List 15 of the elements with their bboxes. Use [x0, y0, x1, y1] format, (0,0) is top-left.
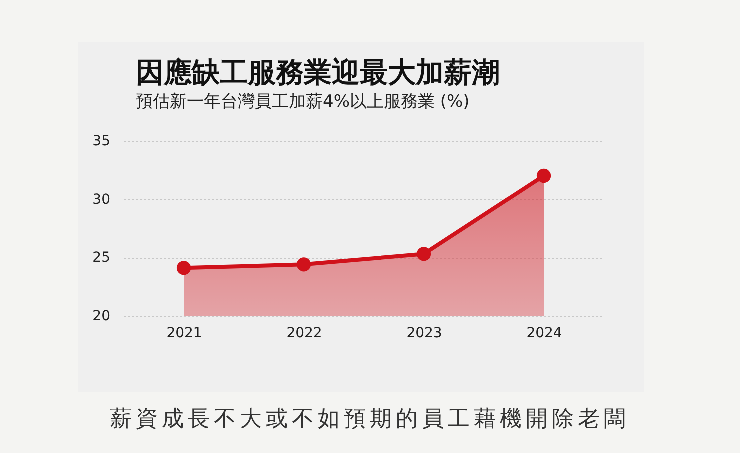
x-tick-label: 2021	[166, 326, 202, 342]
point	[536, 168, 552, 184]
x-tick-label: 2024	[526, 326, 562, 342]
x-tick-label: 2022	[286, 326, 322, 342]
y-tick-label: 35	[92, 134, 110, 150]
chart-subtitle: 預估新一年台灣員工加薪4%以上服務業 (%)	[136, 92, 470, 112]
chart-title: 因應缺工服務業迎最大加薪潮	[136, 56, 500, 89]
y-tick-label: 20	[92, 308, 110, 324]
y-tick-label: 30	[92, 192, 110, 208]
point	[296, 258, 312, 272]
y-tick-label: 25	[92, 250, 110, 266]
text: 薪資成長不大或不如預期的員工藉機開除老闆	[109, 406, 631, 434]
point	[176, 261, 192, 276]
x-tick-label: 2023	[406, 326, 442, 342]
point	[416, 247, 432, 262]
